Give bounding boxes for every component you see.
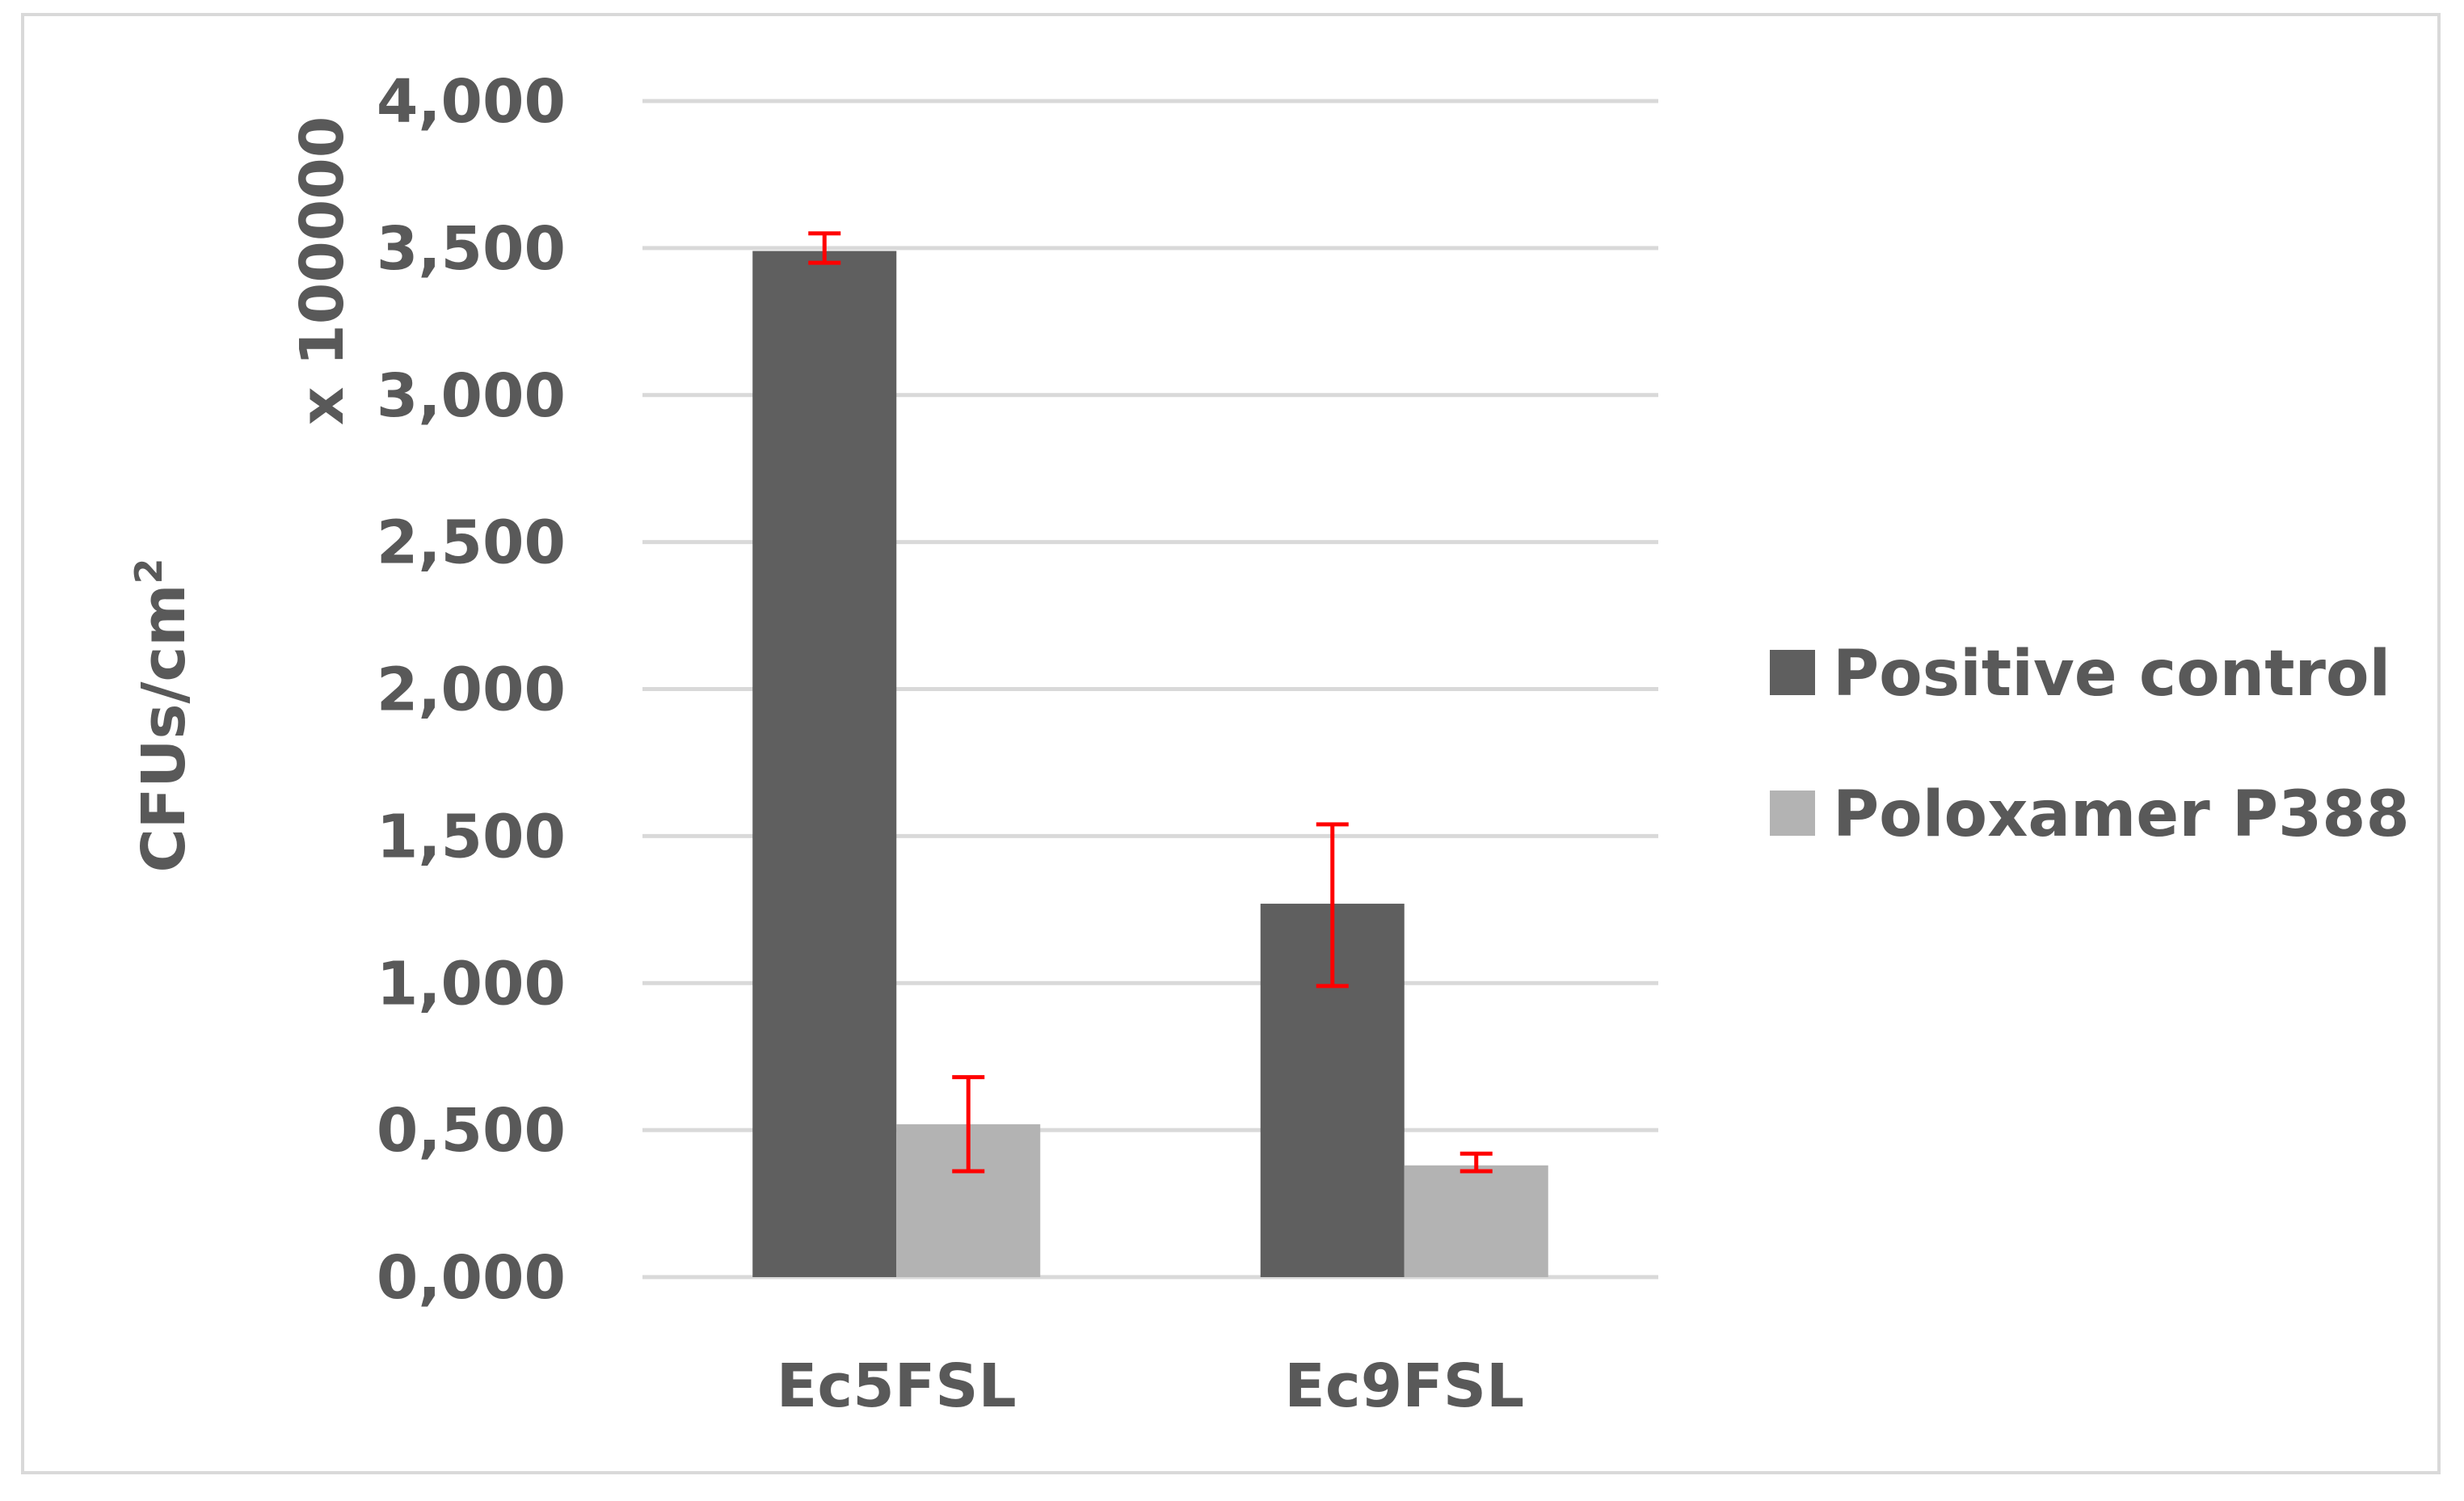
legend-swatch [1770, 650, 1815, 695]
bar-positive-control-ec5fsl [752, 251, 897, 1278]
legend: Positive control Poloxamer P388 [1770, 638, 2410, 851]
error-bar [1459, 1151, 1493, 1174]
category-labels: Ec5FSL Ec9FSL [777, 1351, 1524, 1421]
y-tick-label: 1,000 [377, 949, 566, 1018]
y-axis-multiplier: x 100000 [288, 116, 357, 425]
legend-swatch [1770, 791, 1815, 836]
error-bar [952, 1075, 985, 1174]
y-tick-label: 2,500 [377, 508, 566, 578]
y-tick-label: 0,500 [377, 1096, 566, 1166]
y-tick-label: 4,000 [377, 67, 566, 137]
y-tick-label: 3,000 [377, 361, 566, 431]
legend-label: Poloxamer P388 [1833, 778, 2410, 851]
bars [752, 251, 1548, 1278]
bar-poloxamer-p388-ec9fsl [1404, 1165, 1548, 1277]
category-label: Ec5FSL [777, 1351, 1017, 1421]
category-label: Ec9FSL [1284, 1351, 1524, 1421]
y-tick-label: 2,000 [377, 656, 566, 725]
error-bar [808, 231, 841, 265]
y-tick-label: 3,500 [377, 214, 566, 284]
y-tick-labels: 0,000 0,500 1,000 1,500 2,000 2,500 3,000 3,500… [377, 67, 566, 1313]
y-tick-label: 0,000 [377, 1243, 566, 1313]
y-tick-label: 1,500 [377, 802, 566, 871]
y-axis-title: CFUs/cm2 [127, 558, 199, 872]
error-bar [1316, 822, 1349, 989]
chart-frame [21, 13, 2441, 1474]
legend-label: Positive control [1833, 638, 2390, 710]
error-bars [808, 231, 1493, 1174]
